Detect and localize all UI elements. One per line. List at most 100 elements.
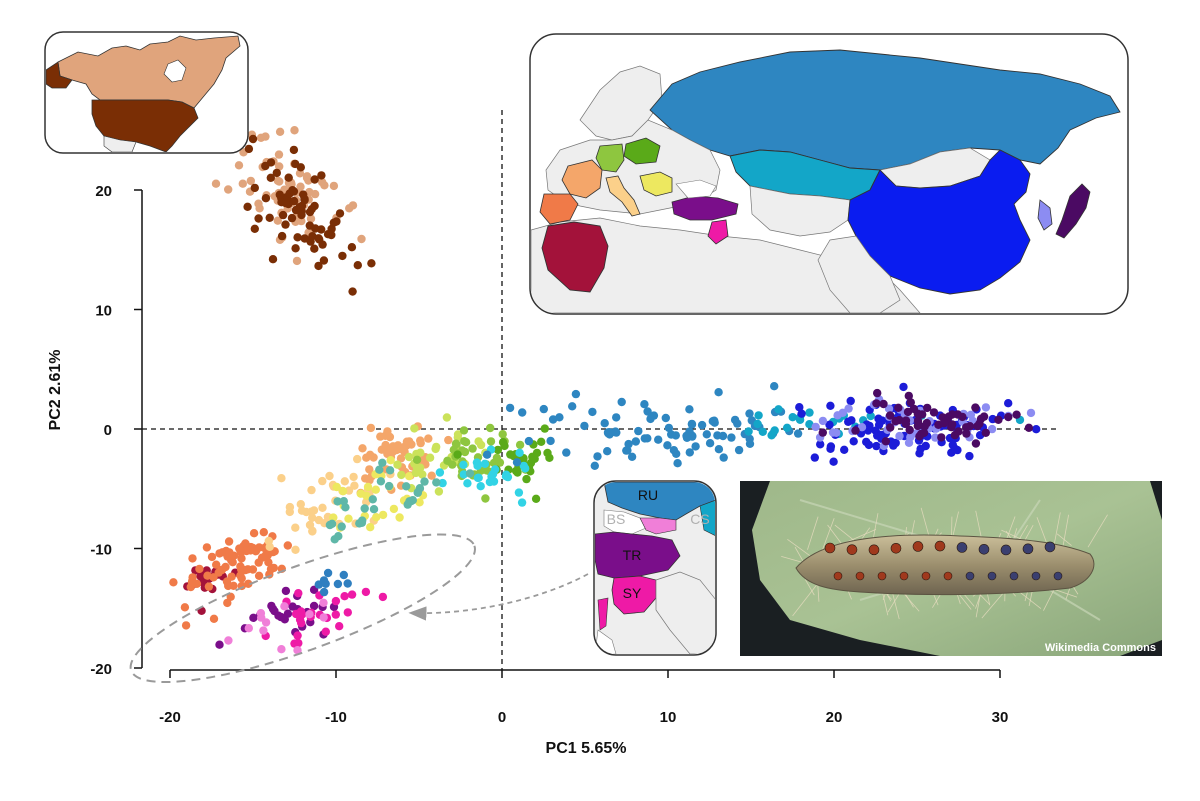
data-point <box>939 419 949 428</box>
data-point <box>335 622 344 631</box>
data-point <box>782 423 792 432</box>
data-point <box>793 429 803 438</box>
data-point <box>488 469 498 479</box>
data-point <box>367 259 376 268</box>
data-point <box>901 416 911 425</box>
usa-shape <box>91 99 199 152</box>
data-point <box>288 186 297 195</box>
france-shape <box>561 159 603 199</box>
data-point <box>254 214 263 223</box>
data-point <box>906 398 915 407</box>
data-point <box>886 423 895 432</box>
data-point <box>923 403 932 413</box>
data-point <box>514 488 524 497</box>
x-tick-label: -20 <box>159 709 181 726</box>
data-point <box>844 417 853 426</box>
data-point <box>474 473 483 482</box>
data-point <box>473 461 482 470</box>
data-point <box>500 441 509 451</box>
data-point <box>366 523 375 532</box>
data-point <box>314 261 323 271</box>
data-point <box>522 474 531 484</box>
data-point <box>319 598 328 607</box>
data-point <box>872 441 881 451</box>
data-point <box>396 454 406 463</box>
data-point <box>555 413 564 422</box>
data-point <box>323 230 333 239</box>
data-point <box>255 543 264 552</box>
data-point <box>393 460 402 469</box>
data-point <box>339 570 348 580</box>
data-point <box>962 423 971 432</box>
x-axis-title: PC1 5.65% <box>546 740 627 757</box>
data-point <box>340 477 349 486</box>
data-point <box>744 427 753 436</box>
data-point <box>246 176 255 186</box>
italy-shape <box>605 175 641 217</box>
axes: -20 -10 0 10 20 30 -20 -10 0 10 20 PC1 5.65% PC2 … <box>47 183 1008 757</box>
data-point <box>297 210 306 220</box>
x-tick-label: -10 <box>325 709 347 726</box>
data-point <box>476 482 485 491</box>
data-point <box>962 429 971 438</box>
data-point <box>714 388 723 397</box>
data-point <box>264 558 273 567</box>
data-point <box>402 482 411 491</box>
data-point <box>402 437 412 446</box>
data-point <box>296 182 305 191</box>
data-point <box>416 438 425 448</box>
data-point <box>277 231 287 241</box>
data-point <box>521 464 530 473</box>
data-point <box>311 224 320 233</box>
data-point <box>259 626 268 635</box>
detail-turkey-shape <box>595 531 681 579</box>
data-point <box>217 565 227 575</box>
data-point <box>914 420 923 429</box>
data-point <box>256 609 266 618</box>
data-point <box>371 485 380 494</box>
data-point <box>215 549 224 558</box>
data-point <box>337 522 346 531</box>
data-point <box>293 233 302 242</box>
data-point <box>314 234 323 243</box>
data-point <box>459 460 468 469</box>
data-point <box>244 579 253 588</box>
data-point <box>360 504 369 513</box>
south-asia-shape <box>817 235 901 313</box>
data-point <box>291 609 301 619</box>
data-point <box>515 440 525 450</box>
data-point <box>874 420 884 429</box>
caterpillar-spots <box>824 540 1063 581</box>
data-point <box>562 448 571 457</box>
data-point <box>275 127 285 136</box>
data-point <box>362 453 371 462</box>
data-point <box>432 442 441 452</box>
label-tr: TR <box>623 547 642 563</box>
data-point <box>482 450 492 459</box>
data-point <box>612 428 621 437</box>
data-point <box>664 423 674 433</box>
data-point <box>365 465 374 474</box>
data-point <box>248 134 258 144</box>
data-point <box>697 420 707 430</box>
data-point <box>319 613 328 622</box>
data-point <box>894 403 903 412</box>
data-point <box>879 399 888 409</box>
data-point <box>343 579 352 588</box>
data-point <box>291 523 300 532</box>
data-point <box>269 563 278 573</box>
balkans-shape <box>639 171 673 197</box>
data-point <box>691 442 700 451</box>
data-point <box>885 411 895 420</box>
detail-syria-shape <box>611 575 657 615</box>
data-point <box>643 407 652 416</box>
data-point <box>212 560 221 569</box>
data-point <box>971 439 981 448</box>
data-point <box>415 498 424 507</box>
data-point <box>531 494 541 503</box>
data-point <box>291 205 301 215</box>
data-point <box>546 436 555 446</box>
data-point <box>381 431 390 440</box>
data-point <box>702 430 711 439</box>
